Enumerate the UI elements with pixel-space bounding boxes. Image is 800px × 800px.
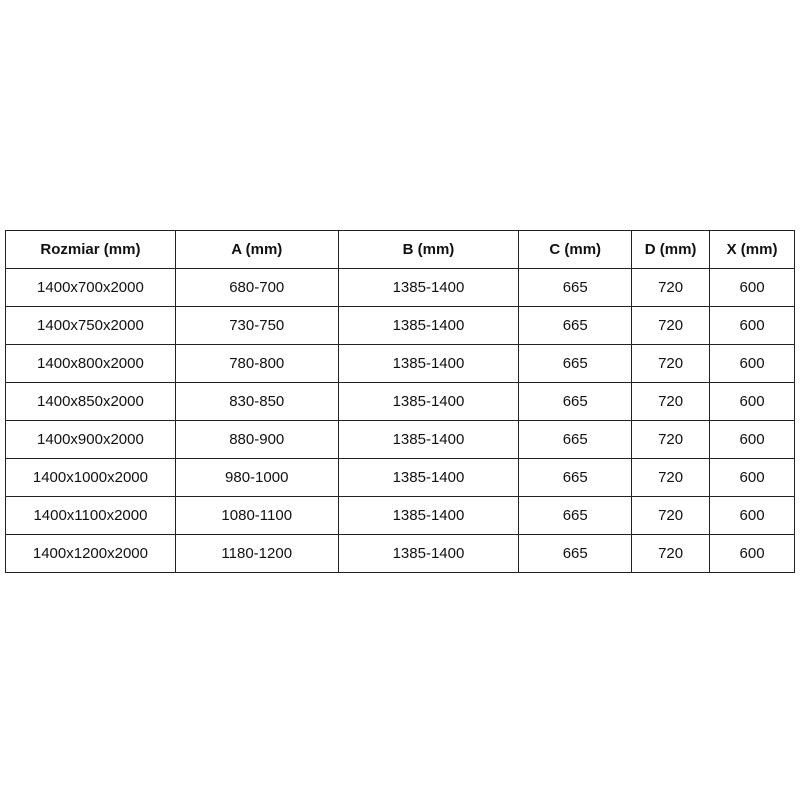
table-cell: 600 — [709, 496, 795, 535]
column-header: C (mm) — [518, 230, 633, 269]
table-cell: 720 — [631, 534, 711, 573]
table-cell: 1400x750x2000 — [5, 306, 176, 345]
table-cell: 1385-1400 — [337, 306, 520, 345]
table-row: 1400x1000x2000 980-1000 1385-1400 665 720 600 — [5, 458, 795, 497]
table-cell: 720 — [631, 344, 711, 383]
table-cell: 1385-1400 — [337, 458, 520, 497]
table-cell: 600 — [709, 382, 795, 421]
table-row: 1400x900x2000 880-900 1385-1400 665 720 600 — [5, 420, 795, 459]
table-cell: 665 — [518, 344, 633, 383]
table-cell: 600 — [709, 458, 795, 497]
table-cell: 1400x1000x2000 — [5, 458, 176, 497]
table-cell: 600 — [709, 268, 795, 307]
table-cell: 600 — [709, 344, 795, 383]
table-cell: 720 — [631, 268, 711, 307]
table-cell: 1385-1400 — [337, 382, 520, 421]
table-cell: 720 — [631, 420, 711, 459]
table-cell: 830-850 — [174, 382, 339, 421]
column-header: Rozmiar (mm) — [5, 230, 176, 269]
table-cell: 1180-1200 — [174, 534, 339, 573]
table-cell: 1400x850x2000 — [5, 382, 176, 421]
table-cell: 1385-1400 — [337, 344, 520, 383]
table-cell: 780-800 — [174, 344, 339, 383]
table-cell: 880-900 — [174, 420, 339, 459]
table-cell: 1385-1400 — [337, 268, 520, 307]
table-cell: 1400x1200x2000 — [5, 534, 176, 573]
table-cell: 720 — [631, 306, 711, 345]
table-cell: 1400x800x2000 — [5, 344, 176, 383]
table-cell: 665 — [518, 458, 633, 497]
table-cell: 720 — [631, 496, 711, 535]
table-cell: 1400x900x2000 — [5, 420, 176, 459]
table-cell: 665 — [518, 382, 633, 421]
table-cell: 1080-1100 — [174, 496, 339, 535]
table-cell: 1400x700x2000 — [5, 268, 176, 307]
column-header: D (mm) — [631, 230, 711, 269]
table-row: 1400x800x2000 780-800 1385-1400 665 720 600 — [5, 344, 795, 383]
table-cell: 720 — [631, 458, 711, 497]
table-cell: 1385-1400 — [337, 420, 520, 459]
table-row: 1400x1200x2000 1180-1200 1385-1400 665 720 60… — [5, 534, 795, 573]
table-cell: 1385-1400 — [337, 534, 520, 573]
table-cell: 730-750 — [174, 306, 339, 345]
table-cell: 665 — [518, 306, 633, 345]
table-cell: 1400x1100x2000 — [5, 496, 176, 535]
table-cell: 980-1000 — [174, 458, 339, 497]
table-cell: 665 — [518, 534, 633, 573]
table-cell: 600 — [709, 420, 795, 459]
table-cell: 600 — [709, 534, 795, 573]
column-header: X (mm) — [709, 230, 795, 269]
column-header: B (mm) — [337, 230, 520, 269]
table-cell: 665 — [518, 496, 633, 535]
table-cell: 1385-1400 — [337, 496, 520, 535]
table-row: 1400x750x2000 730-750 1385-1400 665 720 600 — [5, 306, 795, 345]
table-row: 1400x1100x2000 1080-1100 1385-1400 665 720 60… — [5, 496, 795, 535]
table-row: 1400x700x2000 680-700 1385-1400 665 720 600 — [5, 268, 795, 307]
size-table: Rozmiar (mm) A (mm) B (mm) C (mm) D (mm) X (m… — [5, 230, 795, 573]
column-header: A (mm) — [174, 230, 339, 269]
table-cell: 720 — [631, 382, 711, 421]
table-cell: 680-700 — [174, 268, 339, 307]
table-cell: 665 — [518, 268, 633, 307]
table-cell: 665 — [518, 420, 633, 459]
header-row: Rozmiar (mm) A (mm) B (mm) C (mm) D (mm) X (m… — [5, 230, 795, 269]
table-row: 1400x850x2000 830-850 1385-1400 665 720 600 — [5, 382, 795, 421]
table-cell: 600 — [709, 306, 795, 345]
